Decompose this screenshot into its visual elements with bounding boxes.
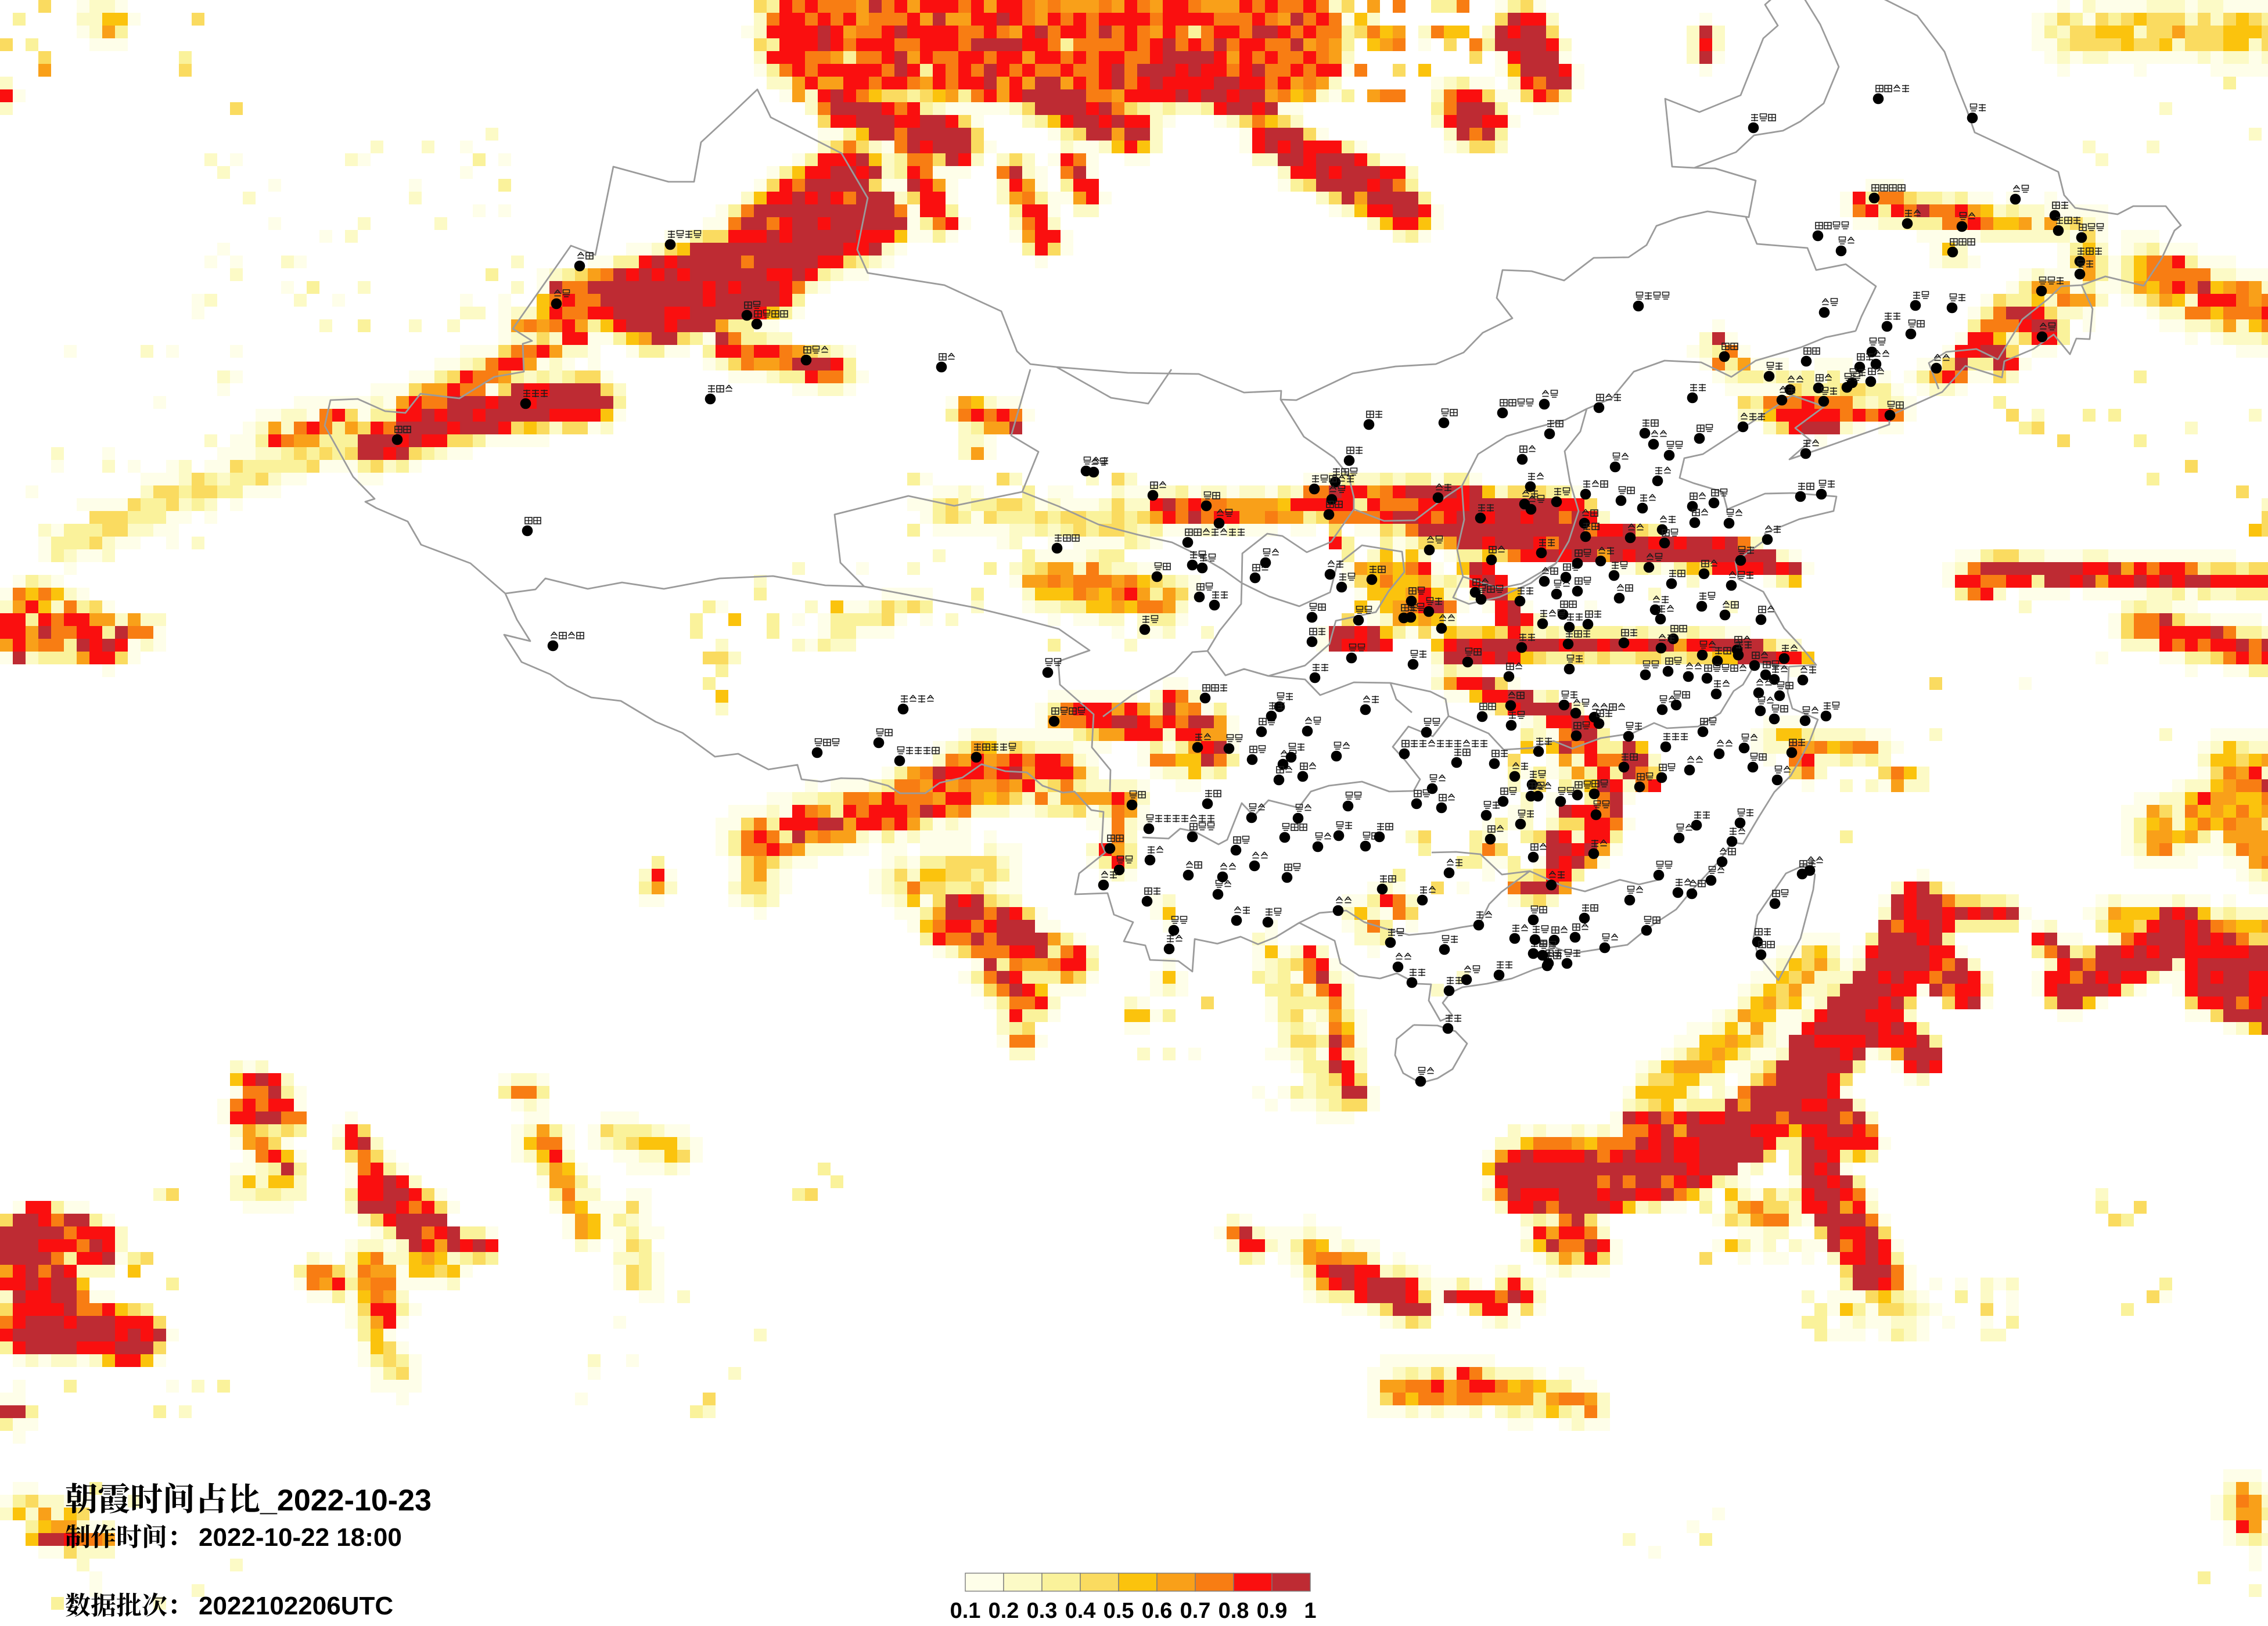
svg-text:1: 1 xyxy=(1304,1599,1316,1623)
svg-text:0.7: 0.7 xyxy=(1180,1599,1211,1623)
svg-text:0.4: 0.4 xyxy=(1065,1599,1096,1623)
svg-text:0.2: 0.2 xyxy=(989,1599,1019,1623)
svg-text:0.3: 0.3 xyxy=(1027,1599,1058,1623)
svg-text:2022102206UTC: 2022102206UTC xyxy=(199,1592,393,1620)
svg-text:0.8: 0.8 xyxy=(1219,1599,1249,1623)
svg-text:0.1: 0.1 xyxy=(950,1599,981,1623)
svg-text:0.5: 0.5 xyxy=(1104,1599,1134,1623)
svg-text:0.9: 0.9 xyxy=(1257,1599,1288,1623)
svg-text:_2022-10-23: _2022-10-23 xyxy=(260,1484,432,1517)
svg-text:2022-10-22 18:00: 2022-10-22 18:00 xyxy=(199,1523,402,1552)
svg-text:0.6: 0.6 xyxy=(1142,1599,1173,1623)
